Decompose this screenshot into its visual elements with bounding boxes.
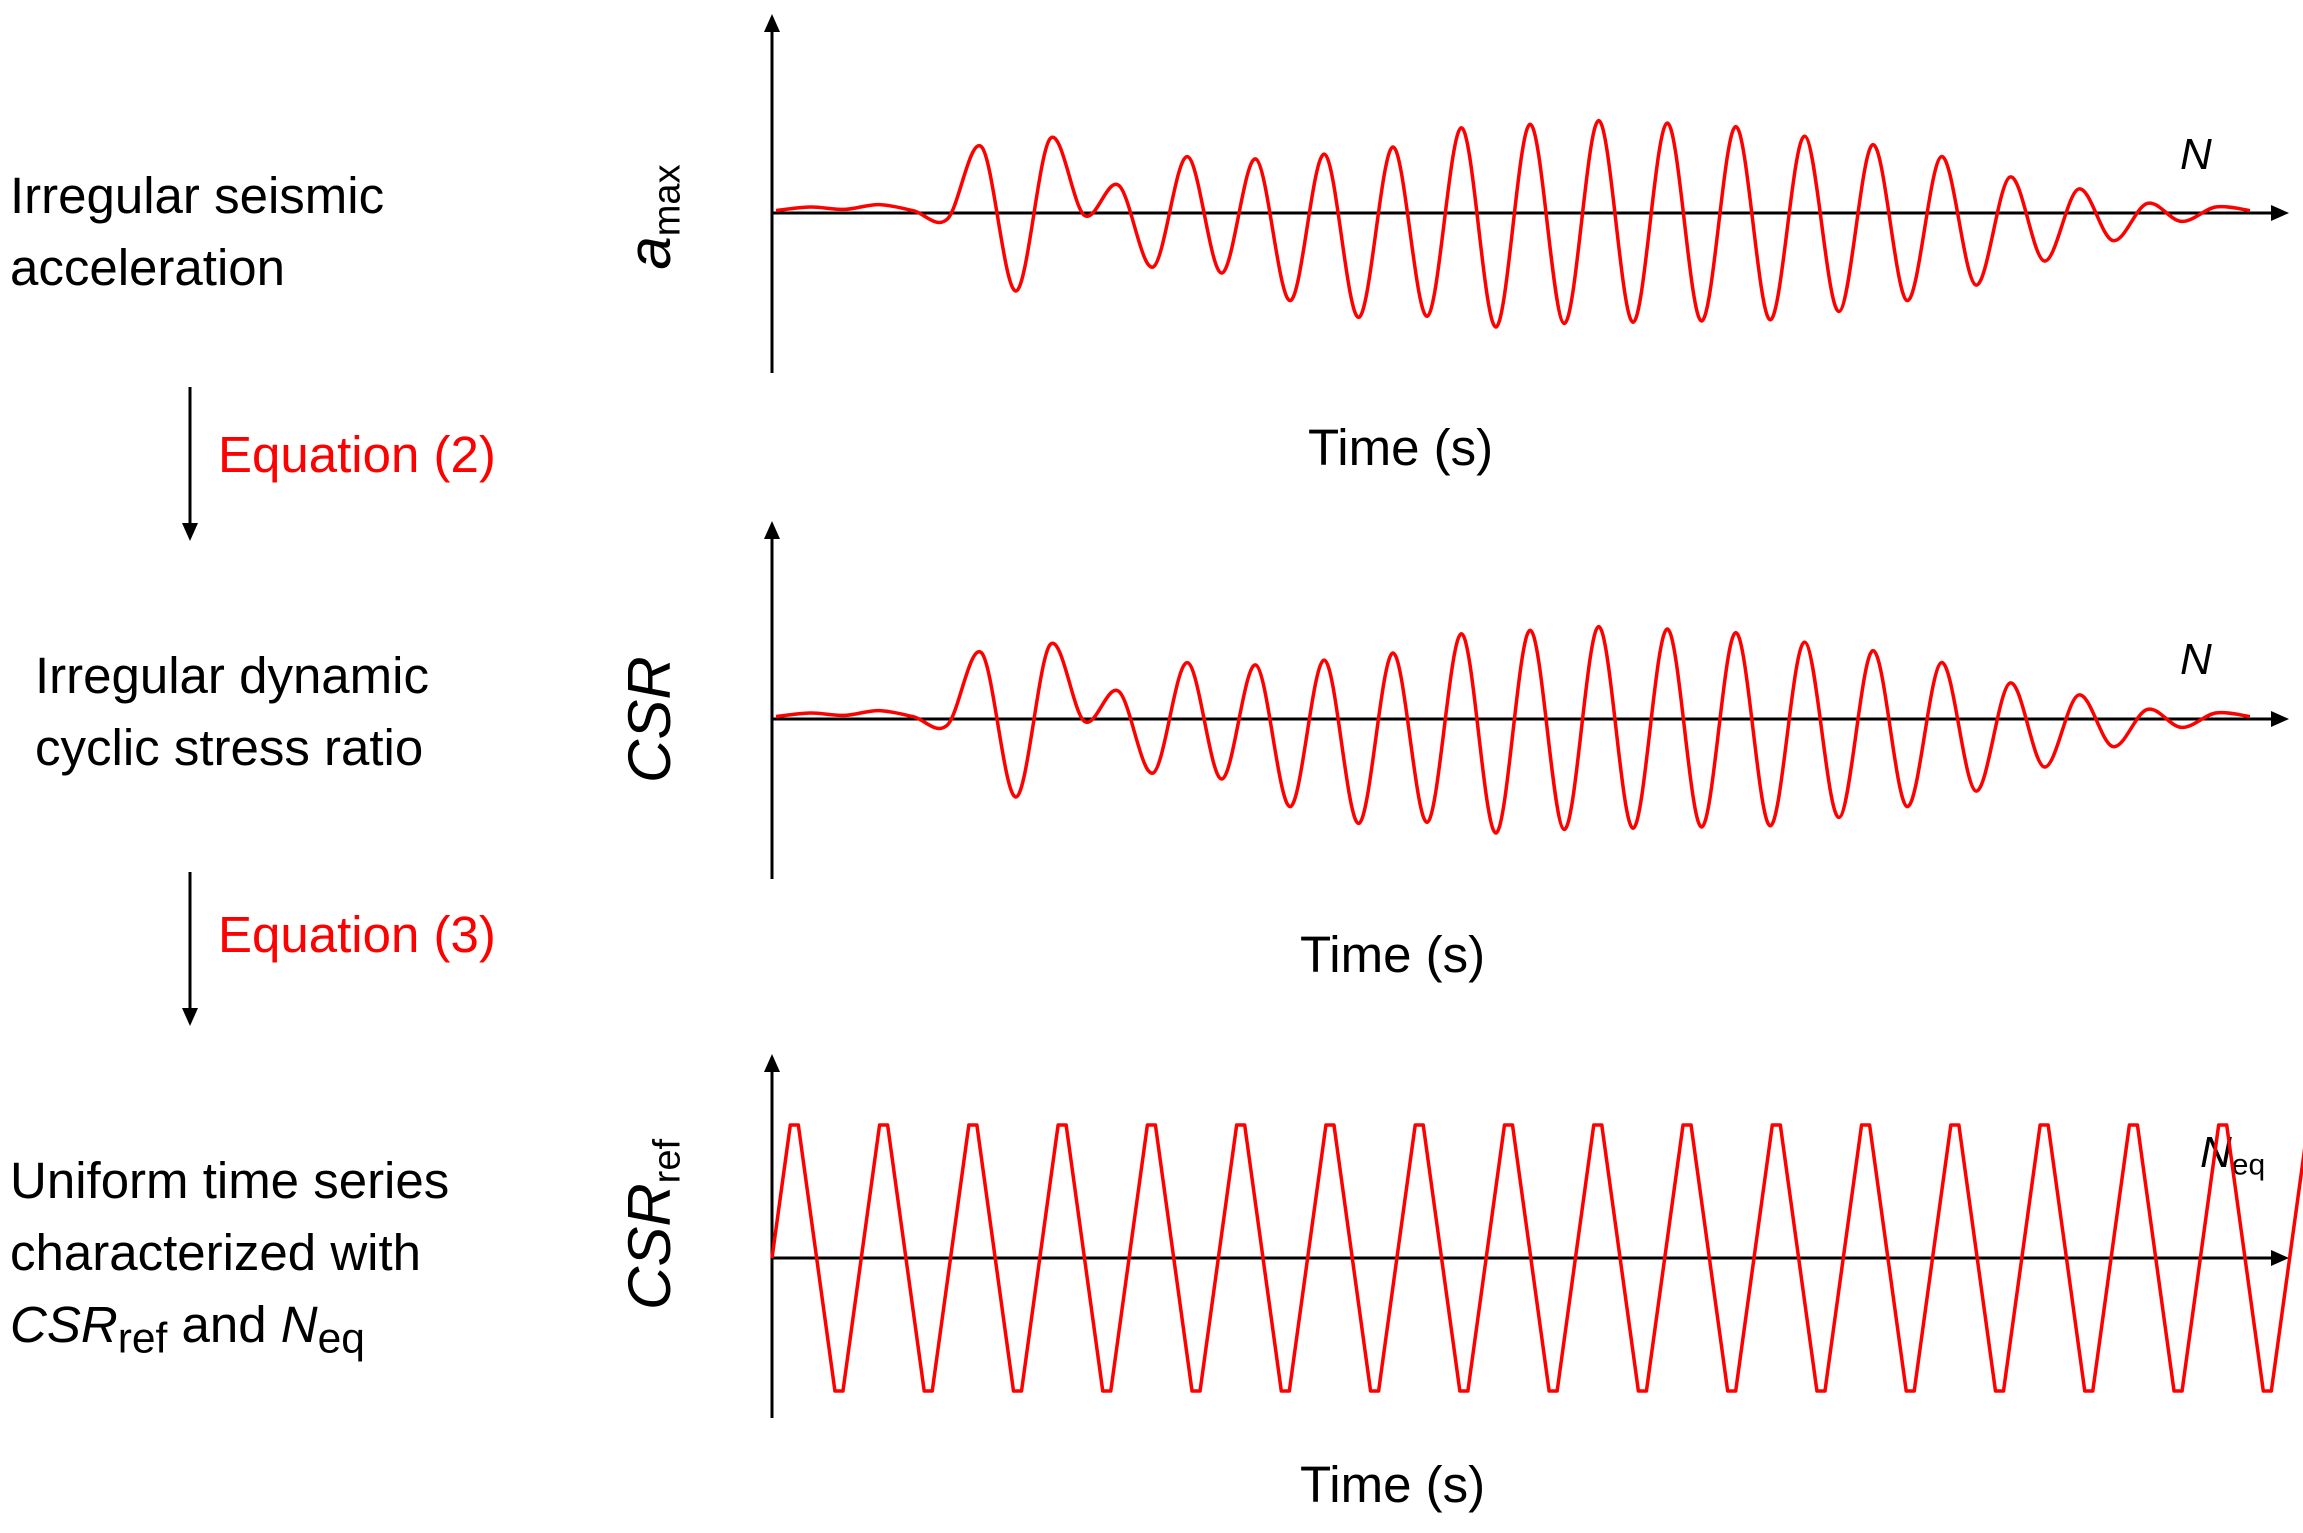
step-2-line-1: Irregular dynamic [35, 647, 429, 704]
and-text: and [167, 1296, 281, 1353]
n-symbol: N [280, 1296, 318, 1353]
csr-symbol: CSR [10, 1296, 118, 1353]
plot-3-n-sub: eq [2231, 1148, 2266, 1182]
plot-3-x-arrowhead [2271, 1250, 2289, 1266]
plot-1-x-arrowhead [2271, 205, 2289, 221]
plot-3-y-arrowhead [764, 1054, 780, 1072]
plot-3-x-label: Time (s) [1300, 1456, 1486, 1513]
step-1-description: Irregular seismic acceleration [10, 160, 384, 304]
plot-3-signal-line [770, 1123, 2303, 1393]
plot-1-x-label: Time (s) [1308, 419, 1494, 476]
step-3-line-1: Uniform time series [10, 1152, 450, 1209]
equation-3-label: Equation (3) [218, 906, 496, 963]
plot-2-x-label: Time (s) [1300, 926, 1486, 983]
step-3-description: Uniform time series characterized with C… [10, 1145, 449, 1361]
down-arrow-1 [175, 385, 205, 550]
csr-ref-subscript: ref [117, 1315, 168, 1363]
plot-2-n-text: N [2180, 635, 2212, 684]
plot-1-signal-line [775, 118, 2251, 329]
step-1-line-2: acceleration [10, 239, 285, 296]
plot-2-y-arrowhead [764, 521, 780, 539]
plot-2-x-arrowhead [2271, 711, 2289, 727]
down-arrow-2 [175, 870, 205, 1035]
step-2-description: Irregular dynamic cyclic stress ratio [35, 640, 429, 784]
n-eq-subscript: eq [317, 1315, 365, 1363]
plot-1-n-text: N [2180, 130, 2212, 179]
plot-2-signal-line [775, 624, 2251, 835]
step-2-line-2: cyclic stress ratio [35, 719, 424, 776]
plot-2-n-label: N [2180, 635, 2212, 685]
equation-2-label: Equation (2) [218, 426, 496, 483]
plot-1-y-arrowhead [764, 14, 780, 32]
step-3-line-3: CSRref and Neq [10, 1289, 449, 1361]
step-3-line-2: characterized with [10, 1224, 422, 1281]
plot-1-n-label: N [2180, 130, 2212, 180]
step-1-line-1: Irregular seismic [10, 167, 385, 224]
